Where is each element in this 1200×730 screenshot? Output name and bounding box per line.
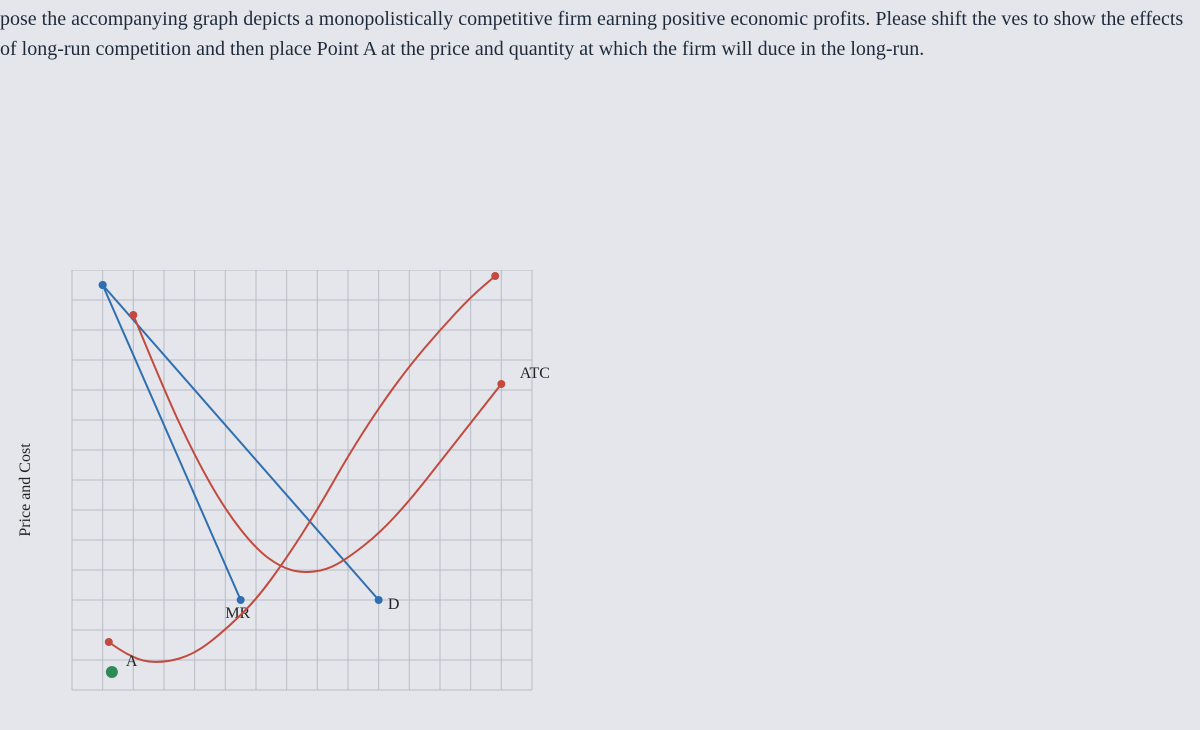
economics-chart[interactable]: Price and Cost DMRMCATCA bbox=[32, 270, 592, 710]
D-end[interactable] bbox=[375, 596, 383, 604]
ATC-label: ATC bbox=[520, 365, 550, 382]
ATC-start[interactable] bbox=[129, 311, 137, 319]
point-a[interactable] bbox=[106, 666, 118, 678]
ATC-end[interactable] bbox=[497, 380, 505, 388]
MC-start[interactable] bbox=[105, 638, 113, 646]
point-a-label: A bbox=[126, 653, 138, 670]
question-text: pose the accompanying graph depicts a mo… bbox=[0, 0, 1186, 64]
chart-svg[interactable]: DMRMCATCA bbox=[32, 270, 592, 710]
MC-curve[interactable] bbox=[109, 276, 495, 662]
MR-start[interactable] bbox=[99, 281, 107, 289]
MR-curve[interactable] bbox=[103, 285, 241, 600]
MC-label: MC bbox=[507, 270, 532, 274]
D-curve[interactable] bbox=[103, 285, 379, 600]
MR-end[interactable] bbox=[237, 596, 245, 604]
D-label: D bbox=[388, 596, 400, 613]
y-axis-label: Price and Cost bbox=[17, 443, 35, 536]
MC-end[interactable] bbox=[491, 272, 499, 280]
